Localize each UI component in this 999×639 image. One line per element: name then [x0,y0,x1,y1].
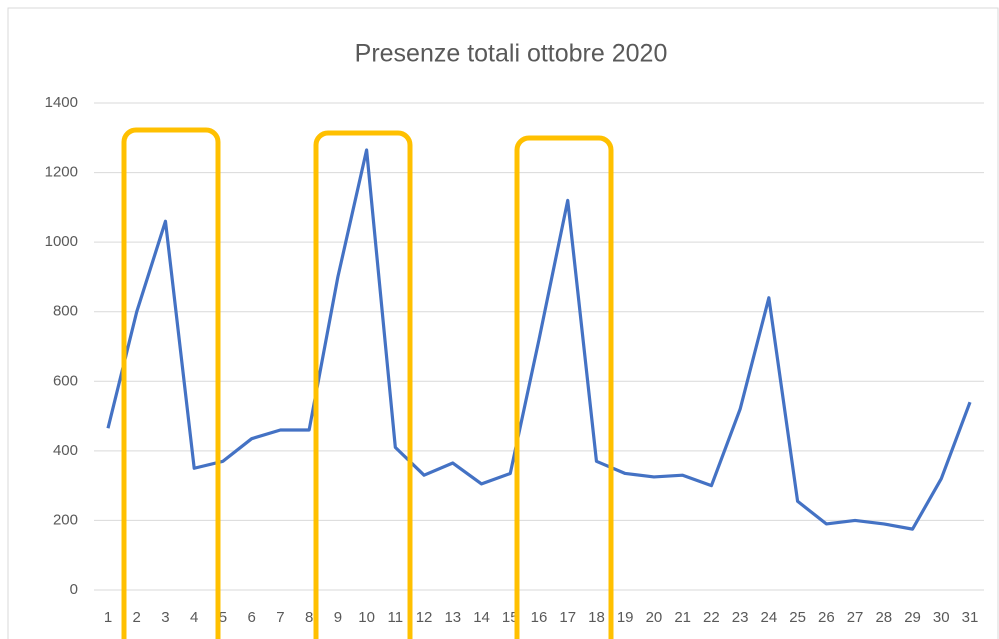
x-tick-label: 23 [732,609,749,626]
x-tick-label: 14 [473,609,490,626]
x-tick-label: 6 [247,609,255,626]
x-tick-label: 30 [933,609,950,626]
highlight-box [121,127,221,639]
chart-title: Presenze totali ottobre 2020 [355,40,668,68]
x-tick-label: 8 [305,609,313,626]
y-tick-label: 200 [53,511,78,528]
x-tick-label: 13 [444,609,461,626]
y-tick-label: 800 [53,303,78,320]
x-tick-label: 15 [502,609,519,626]
y-tick-label: 1400 [45,94,78,111]
x-tick-label: 29 [904,609,921,626]
x-tick-label: 11 [388,609,404,626]
y-tick-label: 600 [53,372,78,389]
chart-frame [7,7,999,639]
x-tick-label: 20 [646,609,663,626]
highlights [121,127,614,639]
x-tick-label: 5 [219,609,227,626]
x-tick-label: 17 [559,609,576,626]
x-tick-label: 2 [133,609,141,626]
x-tick-label: 28 [875,609,892,626]
x-tick-label: 1 [104,609,112,626]
x-tick-label: 16 [531,609,548,626]
data-line [106,148,972,531]
x-tick-label: 31 [962,609,979,626]
x-tick-label: 19 [617,609,634,626]
x-tick-label: 3 [161,609,169,626]
x-tick-label: 12 [416,609,433,626]
x-tick-label: 22 [703,609,720,626]
y-tick-label: 1000 [45,233,78,250]
x-tick-label: 25 [789,609,806,626]
y-tick-label: 1200 [45,164,78,181]
x-tick-label: 21 [674,609,691,626]
y-tick-label: 0 [70,581,78,598]
highlight-box [514,135,614,639]
x-tick-label: 9 [334,609,342,626]
x-tick-label: 24 [761,609,778,626]
x-tick-label: 18 [588,609,605,626]
highlight-box [313,130,413,639]
x-tick-label: 27 [847,609,864,626]
x-tick-label: 4 [190,609,198,626]
x-tick-label: 10 [358,609,375,626]
y-tick-label: 400 [53,442,78,459]
x-tick-label: 26 [818,609,835,626]
x-tick-label: 7 [276,609,284,626]
